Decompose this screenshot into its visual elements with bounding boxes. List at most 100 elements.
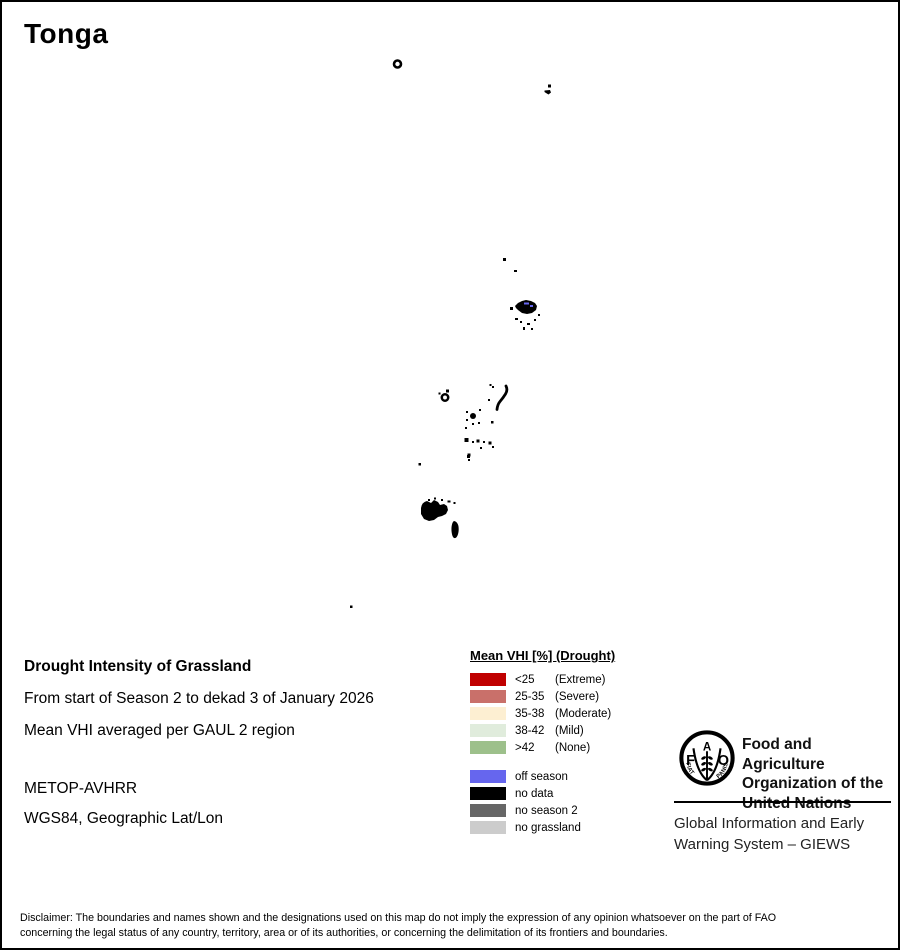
fao-wheat-grain: [701, 762, 707, 766]
disclaimer-text: Disclaimer: The boundaries and names sho…: [20, 911, 776, 940]
legend: Mean VHI [%] (Drought) <25 (Extreme) 25-3…: [470, 648, 615, 836]
fao-org-line-1: Food and Agriculture: [742, 736, 825, 773]
giews-line-1: Global Information and Early: [674, 815, 865, 832]
haapai-arc: [495, 384, 509, 411]
fao-logo: F A O FIAT PANIS: [679, 730, 735, 786]
haapai-row-dot-5: [488, 441, 492, 445]
legend-range: 38-42: [515, 724, 545, 737]
map-aggregation: Mean VHI averaged per GAUL 2 region: [24, 722, 295, 739]
giews-label: Global Information and Early Warning Sys…: [674, 813, 864, 855]
legend-row-mild: 38-42 (Mild): [470, 722, 615, 739]
tafahi-dot: [548, 84, 551, 88]
map-info-block: Drought Intensity of Grassland From star…: [24, 658, 374, 740]
legend-swatch-off-season: [470, 770, 506, 783]
vavau-sat-8: [538, 314, 540, 316]
legend-qualifier: (Mild): [555, 724, 584, 737]
legend-swatch-extreme: [470, 673, 506, 686]
legend-swatch-severe: [470, 690, 506, 703]
legend-range: 35-38: [515, 707, 545, 720]
vavau-offseason-1: [524, 302, 529, 305]
legend-range: 25-35: [515, 690, 545, 703]
legend-label-no-season-2: no season 2: [515, 804, 578, 817]
sensor-label: METOP-AVHRR: [24, 780, 138, 797]
vavau-sat-1: [510, 307, 513, 310]
fao-org-name: Food and Agriculture Organization of the…: [742, 735, 898, 813]
fao-divider-line: [674, 801, 891, 803]
tongatapu-speck-1: [428, 499, 430, 501]
fao-wheat-grain: [707, 762, 713, 766]
fao-wheat-grain: [707, 756, 713, 760]
projection-label: WGS84, Geographic Lat/Lon: [24, 810, 224, 827]
legend-row-none: >42 (None): [470, 739, 615, 756]
fao-org-line-3: United Nations: [742, 794, 852, 812]
vavau-north-dot-2: [514, 270, 517, 272]
haapai-mid-dot-5: [478, 422, 480, 424]
legend-label-moderate: 35-38 (Moderate): [515, 708, 611, 720]
legend-label-no-data: no data: [515, 787, 554, 800]
legend-qualifier: (Severe): [555, 690, 600, 703]
tongatapu-main: [421, 500, 448, 521]
vavau-north-dot-1: [503, 258, 506, 261]
fao-wheat-grain: [701, 756, 707, 760]
giews-line-2: Warning System – GIEWS: [674, 836, 851, 853]
legend-row-off-season: off season: [470, 768, 615, 785]
vavau-sat-7: [531, 328, 533, 330]
tofua-ring: [440, 393, 450, 402]
legend-label-mild: 38-42 (Mild): [515, 725, 584, 737]
haapai-mid-dot-2: [479, 409, 481, 411]
fao-wheat-grain: [707, 767, 713, 772]
vavau-sat-4: [527, 323, 530, 325]
tongatapu-speck-2: [434, 497, 436, 500]
haapai-row-dot-4: [483, 441, 485, 443]
tofua-w-dot: [438, 392, 441, 395]
haapai-arc-dot-4: [492, 386, 494, 388]
disclaimer-line-2: concerning the legal status of any count…: [20, 926, 668, 939]
tofua-ne-dot: [446, 389, 449, 393]
legend-swatch-mild: [470, 724, 506, 737]
haapai-row-dot-1: [464, 438, 469, 442]
haapai-mid-dot-4: [472, 423, 474, 425]
haapai-row-dot-6: [492, 446, 494, 448]
west-dot: [418, 463, 421, 466]
legend-swatch-no-grassland: [470, 821, 506, 834]
legend-swatch-none: [470, 741, 506, 754]
legend-qualifier: (Moderate): [555, 707, 612, 720]
tongatapu-speck-4: [447, 500, 451, 503]
legend-title: Mean VHI [%] (Drought): [470, 648, 616, 663]
haapai-arc-dot-1: [489, 384, 492, 386]
haapai-low-dot-2: [468, 459, 470, 461]
haapai-arc-dot-2: [488, 399, 490, 401]
page-title: Tonga: [24, 18, 109, 49]
fao-motto-fiat: FIAT: [684, 762, 694, 776]
fao-wheat-leaf-left: [692, 748, 708, 782]
haapai-mid-dot-6: [465, 427, 467, 429]
legend-row-moderate: 35-38 (Moderate): [470, 705, 615, 722]
legend-label-severe: 25-35 (Severe): [515, 691, 599, 703]
legend-row-no-season-2: no season 2: [470, 802, 615, 819]
fao-org-line-2: Organization of the: [742, 775, 884, 792]
legend-label-off-season: off season: [515, 770, 568, 783]
haapai-row-dot-2: [472, 441, 474, 443]
vavau-sat-3: [520, 321, 522, 323]
haapai-row-dot-7: [480, 447, 482, 449]
disclaimer-line-1: Disclaimer: The boundaries and names sho…: [20, 912, 777, 924]
legend-label-none: >42 (None): [515, 742, 590, 754]
haapai-arc-dot-3: [491, 421, 494, 424]
legend-label-no-grassland: no grassland: [515, 821, 581, 834]
south-dot: [350, 605, 353, 608]
haapai-mid-dot-3: [466, 419, 468, 421]
eua-island: [451, 521, 459, 539]
legend-range: <25: [515, 673, 535, 686]
legend-row-no-data: no data: [470, 785, 615, 802]
map-period: From start of Season 2 to dekad 3 of Jan…: [24, 690, 374, 707]
legend-label-extreme: <25 (Extreme): [515, 674, 605, 686]
vavau-sat-6: [523, 327, 525, 330]
legend-qualifier: (Extreme): [555, 673, 606, 686]
legend-qualifier: (None): [555, 741, 591, 754]
legend-swatch-moderate: [470, 707, 506, 720]
vavau-sat-2: [515, 318, 518, 320]
haapai-row-dot-3: [476, 439, 480, 443]
legend-group-gap: [470, 756, 615, 768]
